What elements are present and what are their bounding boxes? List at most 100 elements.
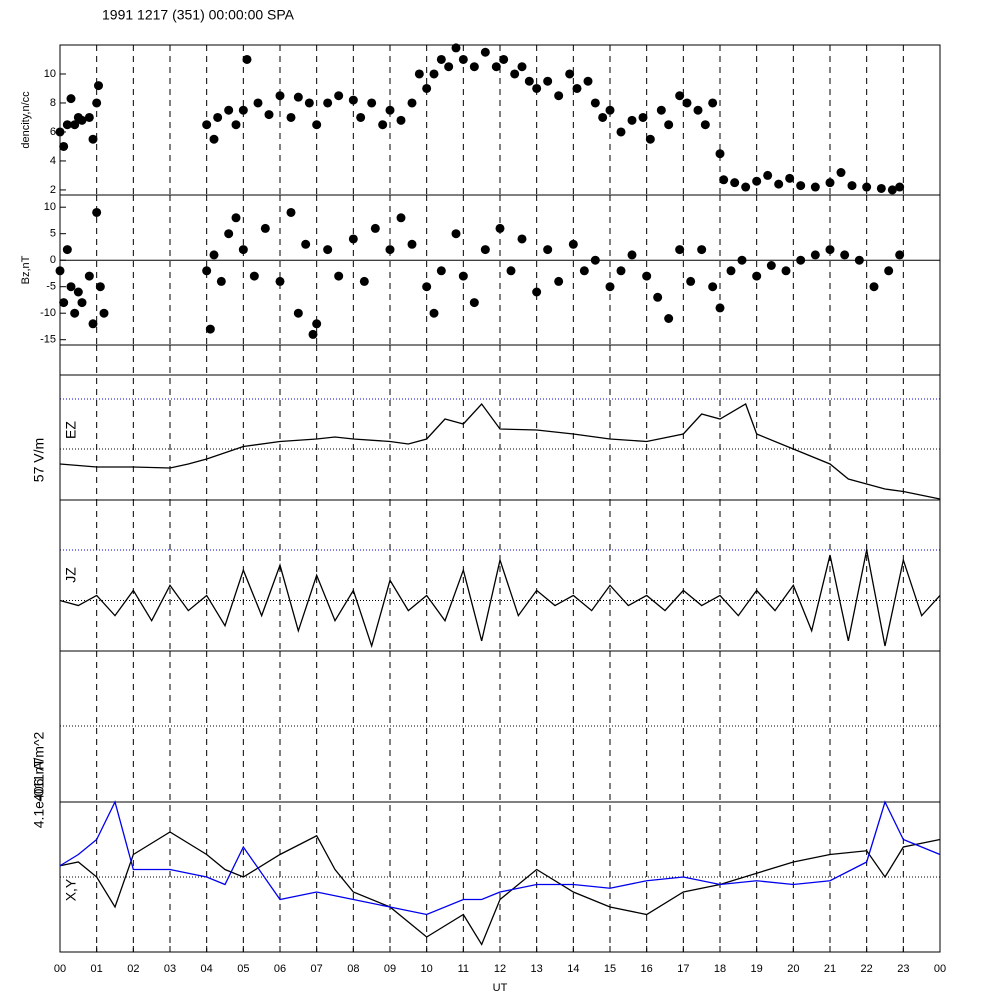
data-point (308, 329, 318, 339)
data-point (216, 276, 226, 286)
data-point (572, 83, 582, 93)
data-point (84, 112, 94, 122)
data-point (700, 120, 710, 130)
data-point (495, 223, 505, 233)
x-tick-label: 00 (54, 963, 66, 975)
data-point (88, 134, 98, 144)
x-tick-label: 17 (677, 963, 689, 975)
data-point (73, 287, 83, 297)
data-point (95, 282, 105, 292)
data-line (59, 800, 941, 916)
data-point (491, 62, 501, 72)
x-tick-label: 15 (604, 963, 616, 975)
data-point (554, 276, 564, 286)
data-point (568, 239, 578, 249)
data-line (59, 831, 941, 946)
data-point (202, 120, 212, 130)
data-point (231, 213, 241, 223)
data-point (334, 271, 344, 281)
data-point (616, 127, 626, 137)
x-tick-label: 10 (421, 963, 433, 975)
y-axis-label: JZ (63, 567, 79, 583)
data-point (312, 319, 322, 329)
data-point (752, 271, 762, 281)
data-point (213, 112, 223, 122)
data-point (356, 112, 366, 122)
data-point (260, 223, 270, 233)
data-point (766, 260, 776, 270)
data-point (444, 62, 454, 72)
data-point (506, 266, 516, 276)
data-point (840, 250, 850, 260)
data-point (70, 308, 80, 318)
data-point (414, 69, 424, 79)
y-tick-label: 5 (50, 228, 56, 240)
data-point (532, 287, 542, 297)
x-tick-label: 02 (127, 963, 139, 975)
x-tick-label: 13 (531, 963, 543, 975)
data-point (517, 62, 527, 72)
data-point (836, 168, 846, 178)
data-point (774, 179, 784, 189)
data-point (517, 234, 527, 244)
data-point (59, 141, 69, 151)
data-point (708, 282, 718, 292)
data-point (407, 98, 417, 108)
y-tick-label: 10 (44, 68, 56, 80)
x-tick-label: 18 (714, 963, 726, 975)
data-point (763, 170, 773, 180)
scale-label: 4.1e-011 A/m^2 (31, 731, 47, 828)
data-point (451, 43, 461, 53)
x-tick-label: 11 (458, 963, 469, 975)
data-point (480, 245, 490, 255)
data-point (796, 255, 806, 265)
data-point (62, 245, 72, 255)
data-line (59, 402, 941, 500)
y-axis-label: Bz,nT (20, 255, 32, 284)
y-tick-label: 2 (50, 184, 56, 196)
data-point (66, 282, 76, 292)
data-point (554, 91, 564, 101)
data-point (429, 308, 439, 318)
data-point (726, 266, 736, 276)
data-point (396, 213, 406, 223)
data-point (348, 234, 358, 244)
data-point (737, 255, 747, 265)
data-point (77, 115, 87, 125)
x-tick-label: 00 (934, 963, 946, 975)
x-tick-label: 16 (641, 963, 653, 975)
scale-label: 406 nT (31, 758, 47, 802)
data-point (209, 134, 219, 144)
y-tick-label: 8 (50, 97, 56, 109)
y-tick-label: -15 (40, 334, 56, 346)
data-point (579, 266, 589, 276)
x-axis-label: UT (493, 982, 508, 994)
data-point (469, 298, 479, 308)
data-point (275, 91, 285, 101)
data-point (719, 175, 729, 185)
data-point (70, 120, 80, 130)
data-point (895, 182, 905, 192)
data-point (202, 266, 212, 276)
data-point (385, 105, 395, 115)
x-tick-label: 04 (201, 963, 213, 975)
data-point (810, 250, 820, 260)
data-point (238, 105, 248, 115)
data-point (598, 112, 608, 122)
y-axis-label: X,Y (63, 878, 79, 901)
data-point (730, 178, 740, 188)
data-point (378, 120, 388, 130)
data-point (590, 255, 600, 265)
data-point (451, 229, 461, 239)
data-point (323, 245, 333, 255)
data-point (92, 207, 102, 217)
x-tick-label: 22 (861, 963, 873, 975)
data-point (583, 76, 593, 86)
x-tick-label: 23 (897, 963, 909, 975)
data-point (293, 92, 303, 102)
data-point (862, 182, 872, 192)
data-point (458, 54, 468, 64)
data-point (480, 47, 490, 57)
y-axis-label: dencity,n/cc (20, 91, 32, 149)
